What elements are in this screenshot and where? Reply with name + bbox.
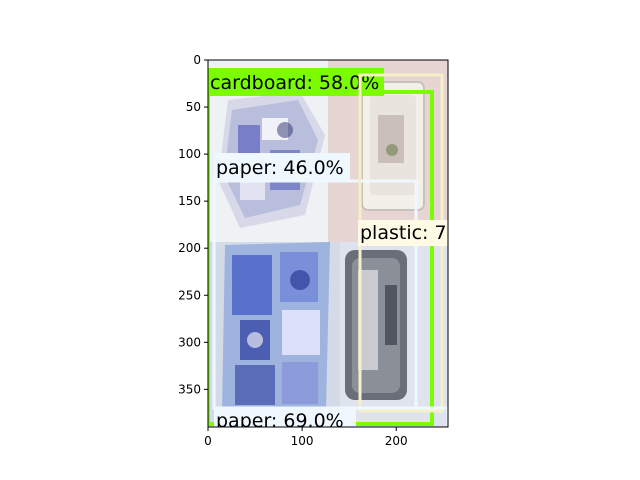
- detection-label: plastic: 7: [360, 222, 447, 244]
- y-tick-label: 0: [193, 53, 201, 67]
- detection-label: cardboard: 58.0%: [210, 72, 379, 94]
- y-tick-label: 100: [178, 147, 201, 161]
- y-tick-label: 350: [178, 382, 201, 396]
- x-tick-label: 0: [204, 434, 212, 448]
- detection-4: paper: 69.0%: [214, 406, 448, 432]
- x-tick-label: 200: [385, 434, 408, 448]
- label-background: [214, 153, 350, 181]
- label-background: [358, 220, 448, 246]
- label-background: [208, 68, 384, 96]
- y-tick-label: 300: [178, 335, 201, 349]
- x-tick-label: 100: [291, 434, 314, 448]
- y-tick-label: 200: [178, 241, 201, 255]
- y-tick-label: 250: [178, 288, 201, 302]
- y-tick-label: 150: [178, 194, 201, 208]
- label-background: [214, 408, 356, 427]
- detection-label: paper: 69.0%: [216, 410, 344, 432]
- detection-3: plastic: 7: [358, 73, 448, 413]
- axes-frame: [207, 59, 449, 428]
- detection-label: paper: 46.0%: [216, 157, 344, 179]
- y-tick-label: 50: [186, 100, 201, 114]
